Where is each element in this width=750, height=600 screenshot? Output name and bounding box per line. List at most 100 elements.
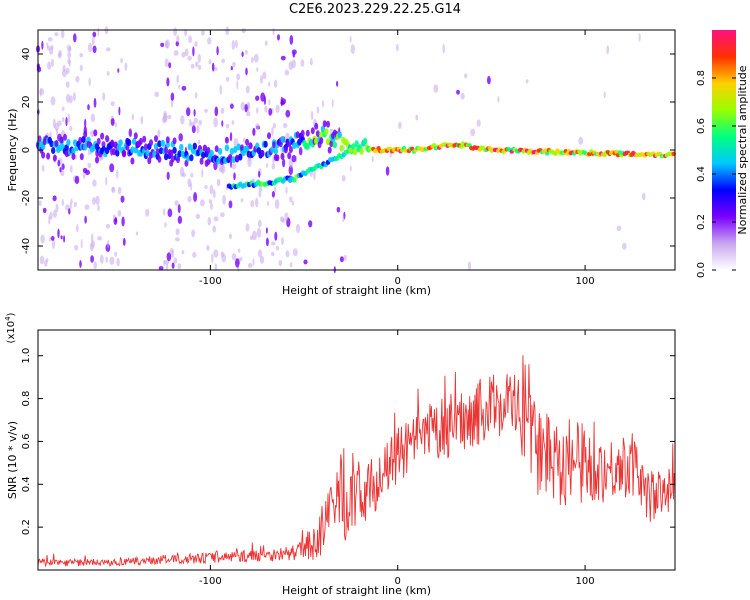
noise-speck xyxy=(87,148,91,156)
noise-speck xyxy=(50,236,55,241)
trace-cell xyxy=(224,144,230,152)
noise-speck xyxy=(173,50,179,56)
noise-speck xyxy=(322,100,325,108)
trace-cell xyxy=(78,137,83,144)
noise-speck xyxy=(214,263,218,272)
trace-cell xyxy=(283,146,288,154)
noise-speck xyxy=(268,108,273,116)
trace-cell xyxy=(153,143,159,150)
noise-speck xyxy=(241,51,244,57)
trace-cell xyxy=(352,148,358,156)
noise-speck xyxy=(87,42,93,53)
noise-speck xyxy=(160,42,165,48)
noise-speck xyxy=(178,84,181,90)
trace-cell xyxy=(238,153,243,161)
noise-speck xyxy=(170,92,175,101)
noise-speck xyxy=(75,75,80,83)
noise-speck xyxy=(398,121,402,129)
noise-speck xyxy=(642,192,646,201)
spectrogram-x-axis-label: Height of straight line (km) xyxy=(282,284,431,297)
noise-speck xyxy=(122,237,126,246)
trace-cell xyxy=(138,137,143,145)
noise-speck xyxy=(258,185,263,193)
noise-speck xyxy=(258,191,262,198)
noise-speck xyxy=(252,230,257,241)
noise-speck xyxy=(308,220,313,228)
noise-speck xyxy=(79,260,82,268)
noise-speck xyxy=(245,223,250,232)
noise-speck xyxy=(102,92,106,101)
noise-speck xyxy=(91,36,95,46)
noise-speck xyxy=(52,195,57,202)
y-tick-label: 0.2 xyxy=(21,519,32,535)
noise-speck xyxy=(271,191,275,198)
noise-speck xyxy=(92,197,96,205)
trace-cell xyxy=(224,136,229,144)
noise-speck xyxy=(184,28,188,37)
noise-speck xyxy=(247,263,253,268)
trace-cell xyxy=(66,139,71,146)
trace-cell xyxy=(229,147,235,155)
noise-speck xyxy=(349,165,352,172)
trace-cell xyxy=(189,154,194,162)
noise-speck xyxy=(124,62,128,71)
noise-speck xyxy=(70,165,73,173)
noise-speck xyxy=(192,46,195,57)
noise-speck xyxy=(99,254,104,264)
noise-speck xyxy=(329,128,334,133)
trace-cell xyxy=(231,156,236,164)
noise-speck xyxy=(331,98,334,108)
noise-speck xyxy=(281,218,286,223)
noise-speck xyxy=(197,64,202,71)
chart-title: C2E6.2023.229.22.25.G14 xyxy=(288,2,462,17)
noise-speck xyxy=(120,195,125,203)
snr-x-axis-label: Height of straight line (km) xyxy=(282,584,431,597)
noise-speck xyxy=(336,206,341,213)
noise-speck xyxy=(371,156,374,163)
noise-speck xyxy=(165,39,170,49)
trace-cell xyxy=(310,127,315,135)
noise-speck xyxy=(214,66,218,72)
trace-cell xyxy=(64,144,69,152)
noise-speck xyxy=(228,233,232,239)
trace-cell xyxy=(118,139,123,147)
trace-cell xyxy=(292,142,297,149)
noise-speck xyxy=(135,231,138,236)
noise-speck xyxy=(97,204,100,212)
noise-speck xyxy=(216,46,219,56)
trace-cell xyxy=(206,147,211,154)
noise-speck xyxy=(273,186,277,193)
noise-speck xyxy=(277,34,280,41)
noise-speck xyxy=(114,251,118,257)
noise-speck xyxy=(264,105,268,113)
noise-speck xyxy=(464,73,468,79)
noise-speck xyxy=(274,231,278,241)
trace-cell xyxy=(459,144,464,149)
noise-speck xyxy=(79,64,83,72)
trace-cell xyxy=(163,153,169,161)
trace-cell xyxy=(59,136,64,144)
trace-cell xyxy=(63,133,67,141)
noise-speck xyxy=(166,263,169,271)
noise-speck xyxy=(192,252,197,258)
noise-speck xyxy=(207,37,212,45)
noise-speck xyxy=(93,97,97,108)
noise-speck xyxy=(166,252,172,262)
trace-cell xyxy=(326,120,330,128)
colorbar-tick-label: 0.4 xyxy=(696,166,707,182)
noise-speck xyxy=(291,200,295,206)
noise-speck xyxy=(118,106,121,116)
noise-speck xyxy=(256,227,262,238)
noise-speck xyxy=(42,207,47,214)
trace-cell xyxy=(209,149,214,157)
noise-speck xyxy=(128,128,132,137)
trace-cell xyxy=(147,157,152,165)
noise-speck xyxy=(181,51,186,58)
noise-speck xyxy=(303,259,308,265)
trace-cell xyxy=(172,137,177,145)
noise-speck xyxy=(272,122,276,129)
noise-speck xyxy=(163,112,168,123)
noise-speck xyxy=(167,114,172,120)
noise-speck xyxy=(298,147,303,156)
noise-speck xyxy=(497,96,500,103)
